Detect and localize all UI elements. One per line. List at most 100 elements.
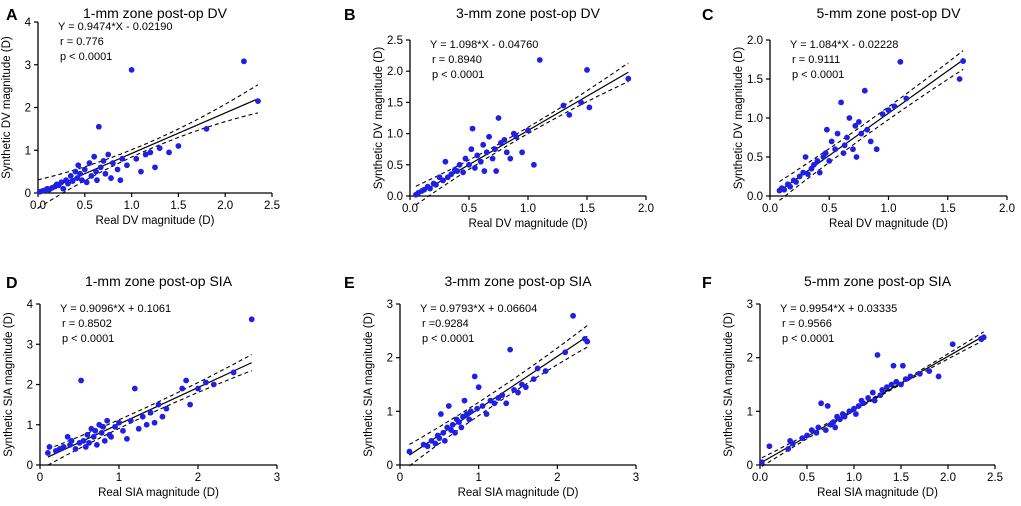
data-point: [433, 181, 439, 188]
data-point: [802, 154, 809, 160]
data-point: [758, 459, 765, 466]
data-point: [241, 58, 247, 65]
data-point: [781, 186, 788, 193]
data-point: [832, 424, 839, 431]
data-point: [95, 123, 102, 130]
x-tick-label: 1.0: [124, 200, 140, 212]
data-point: [248, 316, 255, 323]
x-tick-label: 3: [633, 472, 639, 484]
data-point: [899, 362, 906, 369]
ci-band-lower: [779, 68, 964, 201]
data-point: [143, 421, 150, 428]
data-point: [822, 427, 829, 434]
stat-p-text: p < 0.0001: [60, 51, 112, 63]
data-point: [530, 376, 537, 383]
panel-letter: A: [6, 7, 18, 24]
data-point: [855, 403, 862, 409]
data-point: [501, 136, 508, 143]
x-tick-label: 2: [195, 472, 201, 484]
data-point: [902, 376, 909, 383]
data-point: [101, 437, 108, 444]
stat-equation: Y = 1.098*X - 0.04760: [430, 39, 538, 51]
data-point: [440, 429, 447, 436]
data-point: [120, 427, 126, 434]
data-point: [83, 179, 90, 186]
data-point: [78, 377, 84, 384]
data-point: [832, 146, 839, 153]
data-point: [486, 133, 492, 140]
x-tick-label: 1: [475, 472, 481, 484]
data-point: [855, 119, 862, 125]
data-point: [109, 160, 116, 166]
panel-letter: F: [702, 275, 712, 292]
data-point: [46, 443, 53, 450]
stat-r-text: r = 0.776: [60, 36, 104, 48]
data-point: [879, 111, 886, 117]
data-point: [793, 179, 799, 185]
data-point: [203, 379, 209, 386]
data-point: [785, 446, 792, 452]
data-point: [468, 146, 475, 153]
data-point: [844, 134, 850, 141]
data-point: [131, 385, 138, 392]
stat-equation: Y = 0.9954*X + 0.03335: [780, 303, 897, 315]
y-tick-label: 3: [387, 299, 393, 311]
data-point: [873, 146, 880, 153]
data-point: [885, 107, 892, 114]
y-tick-label: 3: [747, 299, 753, 311]
data-point: [108, 433, 114, 440]
data-point: [907, 373, 914, 380]
data-point: [799, 435, 806, 442]
data-point: [481, 168, 488, 174]
ci-band-lower: [761, 339, 984, 467]
data-point: [586, 104, 593, 111]
data-point: [119, 155, 126, 162]
x-axis-label: Real DV magnitude (D): [829, 218, 948, 230]
data-point: [75, 162, 82, 169]
data-point: [499, 392, 506, 399]
data-point: [142, 151, 149, 158]
x-tick-label: 2: [554, 472, 560, 484]
x-tick-label: 1.0: [881, 203, 897, 215]
x-tick-label: 0: [397, 472, 403, 484]
data-point: [456, 161, 463, 168]
data-point: [452, 429, 458, 436]
panel-letter: E: [344, 275, 355, 292]
data-point: [522, 384, 529, 391]
panel-f: F 5-mm zone post-op SIA 0.0 0.5 1.0 1.5 2.0 2.5…: [702, 273, 1003, 499]
y-tick-label: 2.0: [387, 66, 403, 78]
data-point: [441, 437, 448, 444]
data-point: [796, 173, 803, 180]
ci-band-lower: [415, 81, 629, 206]
data-point: [445, 403, 452, 409]
y-tick-label: 1: [747, 406, 753, 418]
data-point: [147, 409, 154, 416]
data-point: [436, 435, 443, 442]
y-tick-label: 3: [27, 339, 33, 351]
data-point: [406, 448, 413, 455]
data-point: [525, 127, 531, 134]
y-tick-label: 2.5: [387, 35, 403, 47]
data-point: [853, 154, 860, 160]
data-point: [163, 405, 170, 412]
data-point: [570, 312, 576, 319]
data-point: [81, 166, 88, 173]
data-point: [432, 440, 439, 447]
data-point: [834, 130, 841, 137]
data-point: [949, 341, 956, 348]
data-point: [183, 377, 190, 384]
stat-p-text: p < 0.0001: [62, 333, 114, 345]
data-point: [471, 373, 478, 380]
data-point: [480, 141, 487, 148]
data-point: [458, 424, 465, 431]
y-axis-label: Synthetic DV magnitude (D): [1, 36, 13, 179]
x-tick-label: 1.5: [579, 203, 595, 215]
y-tick-label: 1: [27, 420, 33, 432]
data-point: [519, 149, 525, 156]
data-point: [159, 413, 166, 420]
y-axis-label: Synthetic SIA magnitude (D): [723, 312, 735, 457]
data-point: [474, 405, 480, 412]
data-point: [116, 419, 122, 426]
y-tick-label: 2: [25, 103, 31, 115]
data-point: [93, 441, 100, 448]
